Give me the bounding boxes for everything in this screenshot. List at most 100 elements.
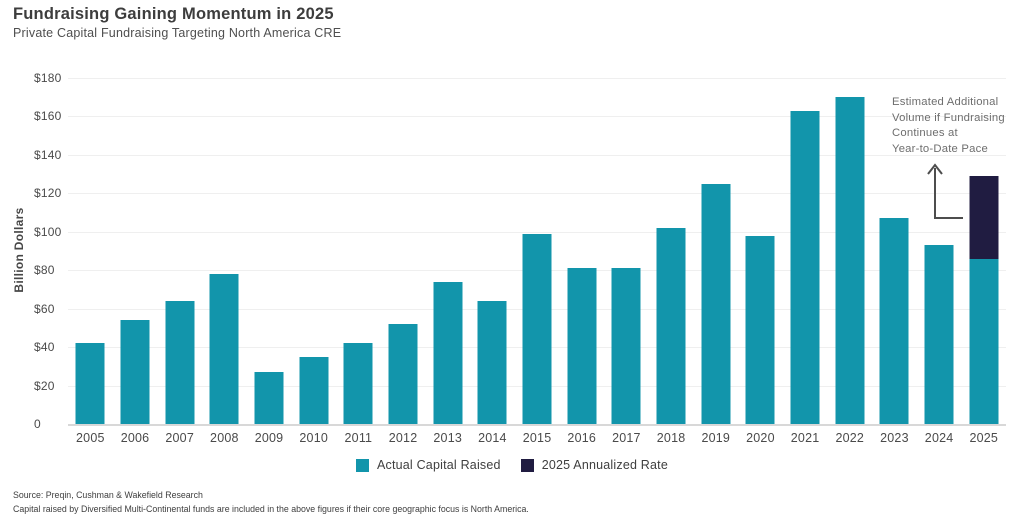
x-tick-label-2025: 2025 <box>969 431 999 445</box>
bar-column-2016 <box>559 78 604 424</box>
source-text: Source: Preqin, Cushman & Wakefield Rese… <box>13 490 203 500</box>
bar-column-2022 <box>827 78 872 424</box>
legend-swatch-annualized-icon <box>520 458 534 472</box>
y-tick-label: $80 <box>34 263 55 278</box>
annotation-line: Estimated Additional <box>892 96 999 108</box>
bar-column-2006 <box>113 78 158 424</box>
bar-segment-actual <box>343 343 373 424</box>
bar-2022 <box>835 97 865 424</box>
bar-segment-actual <box>254 372 284 424</box>
x-axis-ticks: 2005 2006 2007 2008 2009 2010 2011 2012 2013 2014… <box>68 431 1006 447</box>
bar-segment-actual <box>790 110 820 424</box>
y-tick-label: $120 <box>34 186 62 201</box>
bar-2019 <box>701 183 731 424</box>
footnote-text: Capital raised by Diversified Multi-Cont… <box>13 503 529 514</box>
footer: Source: Preqin, Cushman & Wakefield Rese… <box>13 489 529 516</box>
gridline <box>68 116 1006 118</box>
bar-2023 <box>879 218 909 424</box>
x-tick-label-2013: 2013 <box>433 431 463 445</box>
x-tick-label-2019: 2019 <box>701 431 731 445</box>
bar-segment-actual <box>656 227 686 424</box>
chart-subtitle: Private Capital Fundraising Targeting No… <box>13 26 342 40</box>
bar-column-2024 <box>917 78 962 424</box>
x-tick-label-2020: 2020 <box>746 431 775 445</box>
bar-segment-actual <box>75 343 105 424</box>
bar-segment-actual <box>433 281 463 424</box>
x-tick-label-2018: 2018 <box>656 431 686 445</box>
bar-2008 <box>209 274 239 424</box>
bar-column-2008 <box>202 78 247 424</box>
legend-label-actual: Actual Capital Raised <box>376 458 501 472</box>
bar-2011 <box>343 343 373 424</box>
x-tick-label-2005: 2005 <box>76 431 105 445</box>
y-tick-label: $140 <box>34 147 62 162</box>
bar-2024 <box>924 245 954 424</box>
y-tick-label: $40 <box>34 340 55 355</box>
bar-segment-actual <box>835 97 865 424</box>
bar-column-2019 <box>693 78 738 424</box>
bar-2007 <box>165 300 195 424</box>
x-tick-label-2006: 2006 <box>120 431 150 445</box>
annotation-line: Continues at <box>892 127 958 139</box>
bar-series <box>68 78 1006 424</box>
bar-column-2009 <box>247 78 292 424</box>
bar-segment-actual <box>611 268 641 424</box>
bar-column-2018 <box>649 78 694 424</box>
bar-column-2010 <box>291 78 336 424</box>
gridline <box>68 231 1006 233</box>
bar-segment-actual <box>701 183 731 424</box>
bar-segment-actual <box>879 218 909 424</box>
bar-2012 <box>388 324 418 424</box>
x-tick-label-2023: 2023 <box>880 431 909 445</box>
y-axis-title: Billion Dollars <box>12 207 26 293</box>
legend-item-annualized: 2025 Annualized Rate <box>520 458 669 472</box>
bar-column-2020 <box>738 78 783 424</box>
x-tick-label-2008: 2008 <box>210 431 239 445</box>
x-tick-label-2015: 2015 <box>522 431 552 445</box>
bar-segment-annualized <box>969 176 999 259</box>
bar-2016 <box>567 268 597 424</box>
bar-segment-actual <box>969 258 999 424</box>
bar-2010 <box>299 356 329 424</box>
plot-area <box>68 78 1006 426</box>
bar-segment-actual <box>120 320 150 424</box>
bar-column-2021 <box>783 78 828 424</box>
legend-label-annualized: 2025 Annualized Rate <box>541 458 669 472</box>
bar-column-2012 <box>381 78 426 424</box>
bar-2018 <box>656 227 686 424</box>
up-arrow-icon <box>927 163 963 219</box>
bar-2021 <box>790 110 820 424</box>
x-tick-label-2024: 2024 <box>924 431 954 445</box>
x-tick-label-2010: 2010 <box>299 431 328 445</box>
annotation-line: Volume if Fundraising <box>892 111 1005 124</box>
bar-column-2013 <box>425 78 470 424</box>
bar-2009 <box>254 372 284 424</box>
bar-segment-actual <box>745 235 775 424</box>
bar-segment-actual <box>299 356 329 424</box>
bar-column-2017 <box>604 78 649 424</box>
bar-segment-actual <box>209 274 239 424</box>
bar-column-2025 <box>961 78 1006 424</box>
bar-column-2015 <box>515 78 560 424</box>
y-tick-label: $160 <box>34 109 62 124</box>
bar-2005 <box>75 343 105 424</box>
bar-column-2007 <box>157 78 202 424</box>
annotation-line: Year-to-Date Pace <box>892 142 988 155</box>
bar-column-2014 <box>470 78 515 424</box>
x-tick-label-2016: 2016 <box>567 431 597 445</box>
bar-2020 <box>745 235 775 424</box>
bar-2006 <box>120 320 150 424</box>
legend-item-actual: Actual Capital Raised <box>355 458 501 472</box>
bar-2025 <box>969 176 999 424</box>
bar-2015 <box>522 233 552 424</box>
bar-column-2023 <box>872 78 917 424</box>
bar-segment-actual <box>924 245 954 424</box>
x-tick-label-2021: 2021 <box>790 431 820 445</box>
bar-segment-actual <box>477 300 507 424</box>
legend: Actual Capital Raised 2025 Annualized Ra… <box>0 458 1024 472</box>
gridline <box>68 154 1006 156</box>
bar-column-2005 <box>68 78 113 424</box>
gridline <box>68 78 1006 79</box>
x-tick-label-2012: 2012 <box>388 431 418 445</box>
annotation-text: Estimated Additional Volume if Fundraisi… <box>892 95 1024 157</box>
